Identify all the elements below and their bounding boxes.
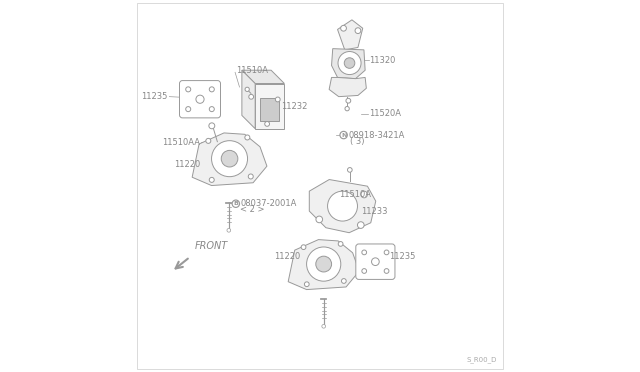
Text: 11220: 11220 [173, 160, 200, 169]
FancyBboxPatch shape [179, 81, 221, 118]
Circle shape [342, 279, 346, 283]
Circle shape [212, 141, 248, 177]
Polygon shape [192, 133, 267, 186]
Circle shape [355, 28, 361, 33]
Circle shape [209, 107, 214, 112]
Text: 08918-3421A: 08918-3421A [348, 131, 405, 140]
Circle shape [209, 87, 214, 92]
Bar [260, 98, 278, 121]
Circle shape [307, 247, 340, 281]
Text: 08037-2001A: 08037-2001A [240, 199, 296, 208]
Circle shape [384, 250, 389, 255]
Circle shape [344, 58, 355, 68]
Circle shape [301, 245, 306, 250]
Circle shape [275, 97, 280, 102]
Circle shape [196, 95, 204, 103]
Text: ( 3): ( 3) [350, 137, 365, 146]
Circle shape [338, 241, 343, 246]
Circle shape [265, 122, 269, 126]
Text: S_R00_D: S_R00_D [467, 356, 497, 363]
Circle shape [340, 131, 348, 139]
Text: N: N [341, 132, 346, 138]
FancyBboxPatch shape [356, 244, 395, 279]
Circle shape [248, 174, 253, 179]
Text: 11510A: 11510A [236, 66, 268, 75]
Polygon shape [337, 20, 363, 50]
Circle shape [305, 282, 309, 286]
Circle shape [372, 258, 380, 266]
Polygon shape [309, 180, 376, 233]
Polygon shape [242, 70, 255, 129]
Text: 11235: 11235 [388, 252, 415, 262]
Circle shape [384, 269, 389, 273]
Circle shape [338, 52, 361, 74]
Text: B: B [234, 201, 238, 206]
Text: 11235: 11235 [141, 92, 168, 101]
Polygon shape [242, 70, 284, 83]
Polygon shape [255, 83, 284, 129]
Circle shape [346, 98, 351, 103]
Text: 11233: 11233 [360, 206, 387, 216]
Circle shape [186, 107, 191, 112]
Circle shape [316, 216, 323, 223]
Text: FRONT: FRONT [195, 241, 228, 251]
Circle shape [249, 94, 253, 99]
Circle shape [362, 250, 367, 255]
Circle shape [209, 177, 214, 182]
Circle shape [227, 228, 230, 232]
Circle shape [209, 123, 215, 129]
Text: 11510A: 11510A [339, 190, 371, 199]
Circle shape [322, 324, 326, 328]
Circle shape [186, 87, 191, 92]
Text: 11510AA: 11510AA [162, 138, 200, 147]
Polygon shape [332, 49, 365, 78]
Circle shape [328, 191, 358, 221]
Polygon shape [288, 240, 359, 289]
Circle shape [362, 269, 367, 273]
Circle shape [361, 191, 367, 198]
Text: < 2 >: < 2 > [240, 205, 265, 215]
Text: 11220: 11220 [274, 252, 300, 262]
Circle shape [358, 222, 364, 228]
Circle shape [345, 106, 349, 111]
Circle shape [206, 138, 211, 143]
Circle shape [232, 200, 239, 208]
Text: 11520A: 11520A [369, 109, 401, 118]
Polygon shape [329, 77, 366, 97]
Circle shape [316, 256, 332, 272]
Circle shape [348, 167, 352, 172]
Text: 11320: 11320 [369, 56, 396, 65]
Circle shape [245, 87, 250, 92]
Circle shape [221, 150, 238, 167]
Text: 11232: 11232 [281, 102, 307, 111]
Circle shape [340, 25, 346, 31]
Circle shape [245, 135, 250, 140]
